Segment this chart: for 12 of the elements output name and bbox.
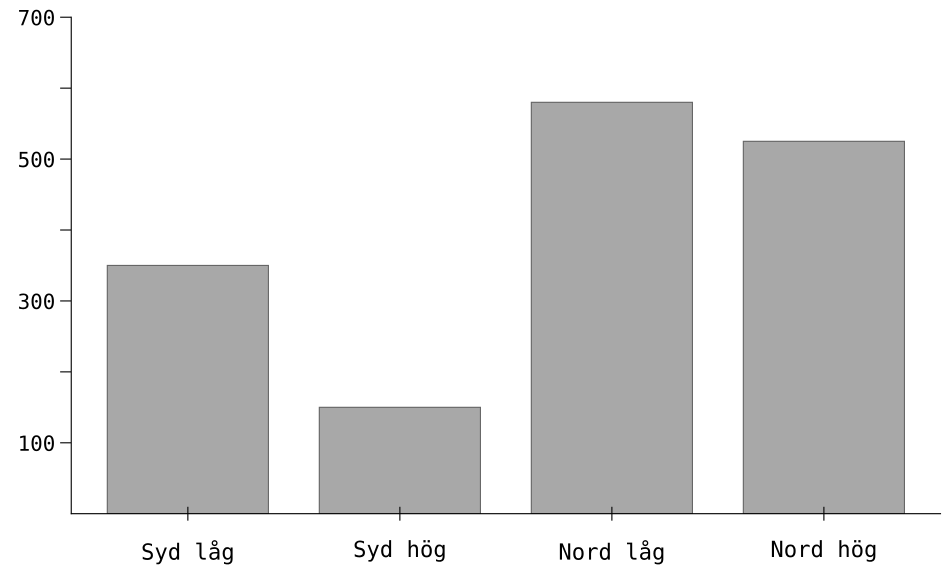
bar xyxy=(530,102,693,514)
y-tick-label: 700 xyxy=(19,10,54,26)
y-tick-label: 300 xyxy=(19,293,54,310)
y-tick-label: 500 xyxy=(19,152,54,168)
x-tick-label: Nord låg xyxy=(560,540,664,564)
bar xyxy=(318,406,481,514)
bar xyxy=(742,140,906,514)
y-tick-label: 100 xyxy=(20,435,54,452)
x-tick-label: Nord hög xyxy=(772,540,876,562)
x-tick-label: Syd låg xyxy=(142,540,233,564)
bar xyxy=(106,264,269,514)
x-tick-label: Syd hög xyxy=(354,540,445,562)
